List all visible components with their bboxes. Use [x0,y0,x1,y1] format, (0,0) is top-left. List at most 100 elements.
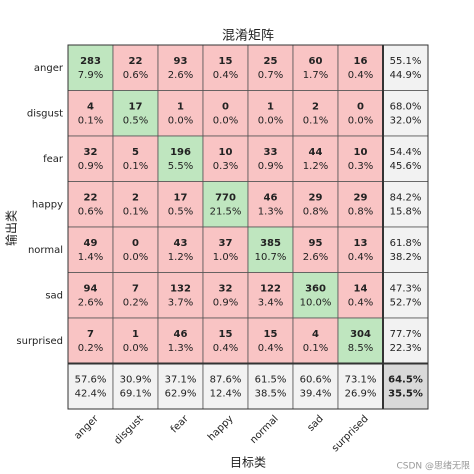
cell-percent: 0.9% [258,161,283,172]
cell-percent: 1.2% [168,252,193,263]
cell [337,317,384,364]
cell [247,226,294,273]
cell [157,317,204,364]
cell [157,181,204,228]
cell [337,90,384,137]
cell-percent: 0.4% [258,343,283,354]
cell [112,272,159,319]
row-summary-error: 44.9% [390,70,422,81]
row-summary-correct: 61.8% [390,238,422,249]
row-summary-cell [382,317,429,364]
cell-percent: 2.6% [168,70,193,81]
cell-count: 22 [129,56,143,67]
cell [202,272,249,319]
cell-percent: 1.7% [303,70,328,81]
row-summary-error: 38.2% [390,252,422,263]
cell-count: 196 [170,147,191,158]
col-summary-error: 12.4% [210,388,242,399]
cell-count: 37 [219,238,233,249]
cell-percent: 0.4% [348,70,373,81]
col-summary-error: 69.1% [120,388,152,399]
cell-count: 14 [354,283,368,294]
cell-percent: 0.5% [123,115,148,126]
cell [157,272,204,319]
cell [202,226,249,273]
cell-percent: 0.0% [258,115,283,126]
overall-correct: 64.5% [388,374,423,385]
cell [292,44,339,91]
cell-count: 15 [219,329,233,340]
row-summary-error: 52.7% [390,297,422,308]
cell-percent: 10.0% [300,297,332,308]
cell-percent: 0.9% [213,297,238,308]
cell-percent: 0.4% [213,70,238,81]
col-summary-cell [247,363,294,410]
cell [337,181,384,228]
cell-count: 29 [309,192,323,203]
cell-count: 32 [84,147,98,158]
cell-count: 17 [129,101,143,112]
cell-count: 25 [264,56,278,67]
row-summary-correct: 54.4% [390,147,422,158]
row-summary-correct: 84.2% [390,192,422,203]
column-label: anger [72,413,101,442]
column-label: happy [206,413,236,443]
cell [292,272,339,319]
cell-count: 44 [309,147,323,158]
cell-count: 94 [84,283,98,294]
cell-percent: 0.1% [303,343,328,354]
cell-count: 29 [354,192,368,203]
column-label: sad [305,413,325,433]
col-summary-error: 26.9% [345,388,377,399]
cell [67,44,114,91]
row-summary-correct: 68.0% [390,101,422,112]
cell [67,272,114,319]
cell-count: 46 [264,192,278,203]
cell [112,90,159,137]
cell-count: 10 [354,147,368,158]
cell-percent: 0.1% [78,115,103,126]
cell [157,90,204,137]
cell-count: 60 [309,56,323,67]
cell-count: 49 [84,238,98,249]
cell [157,226,204,273]
row-summary-cell [382,226,429,273]
cell-count: 16 [354,56,368,67]
cell [247,181,294,228]
overall-cell [382,363,429,410]
cell [112,181,159,228]
cell-percent: 0.4% [213,343,238,354]
cell-percent: 2.6% [303,252,328,263]
cell [247,135,294,182]
cell [202,181,249,228]
cell-count: 93 [174,56,188,67]
cell [337,44,384,91]
cell-count: 1 [132,329,139,340]
column-label: disgust [112,413,145,446]
col-summary-error: 42.4% [75,388,107,399]
cell-count: 7 [132,283,139,294]
col-summary-cell [292,363,339,410]
cell-percent: 0.0% [213,115,238,126]
cell [247,272,294,319]
cell-count: 132 [170,283,191,294]
row-summary-error: 32.0% [390,115,422,126]
cell-percent: 0.3% [213,161,238,172]
col-summary-correct: 30.9% [120,374,152,385]
cell-percent: 0.7% [258,70,283,81]
cell-count: 4 [87,101,94,112]
cell [292,317,339,364]
watermark: CSDN @思绪无限 [396,460,470,472]
cell-percent: 1.3% [168,343,193,354]
y-axis-label: 输出类 [4,210,19,246]
cell-percent: 5.5% [168,161,193,172]
cell [337,272,384,319]
cell [157,44,204,91]
row-label: sad [45,290,63,301]
cell-percent: 0.4% [348,252,373,263]
cell-percent: 0.0% [348,115,373,126]
cell [67,135,114,182]
cell [112,44,159,91]
cell-count: 4 [312,329,319,340]
cell-count: 17 [174,192,188,203]
